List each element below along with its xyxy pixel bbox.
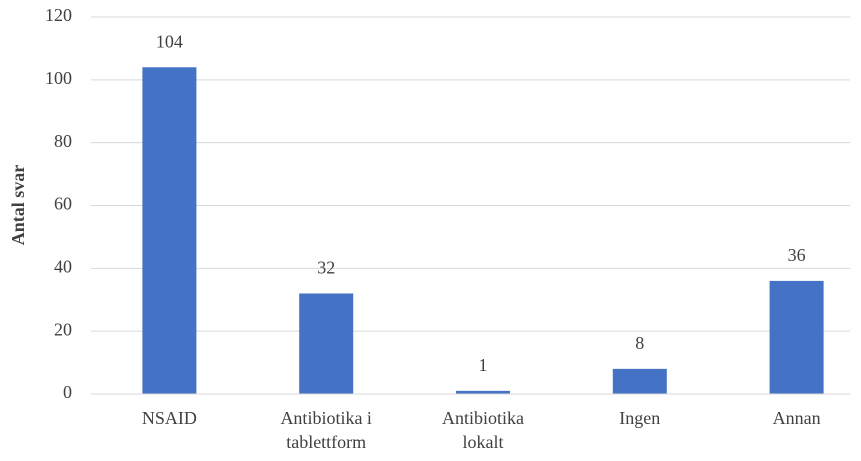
data-label: 36 — [788, 245, 806, 265]
y-tick-label: 120 — [45, 5, 72, 25]
x-tick-label: Antibiotika lokalt — [442, 408, 524, 452]
x-tick-label: NSAID — [142, 408, 197, 428]
y-tick-label: 20 — [54, 319, 72, 339]
y-tick-label: 40 — [54, 256, 72, 276]
x-tick-label: Antibiotika i tablettform — [280, 408, 372, 452]
bar — [612, 368, 667, 394]
x-tick-label: Ingen — [619, 408, 660, 428]
bar — [456, 390, 510, 394]
bar — [142, 67, 197, 395]
y-tick-label: 60 — [54, 194, 72, 214]
y-tick-label: 0 — [63, 382, 72, 402]
data-label: 104 — [156, 31, 183, 51]
y-tick-label: 100 — [45, 68, 72, 88]
data-label: 32 — [317, 258, 335, 278]
y-axis-title: Antal svar — [8, 165, 28, 246]
y-tick-label: 80 — [54, 131, 72, 151]
x-tick-label: Annan — [773, 408, 821, 428]
data-label: 1 — [479, 355, 488, 375]
data-label: 8 — [635, 333, 644, 353]
bar — [299, 293, 354, 394]
bar — [769, 280, 824, 394]
